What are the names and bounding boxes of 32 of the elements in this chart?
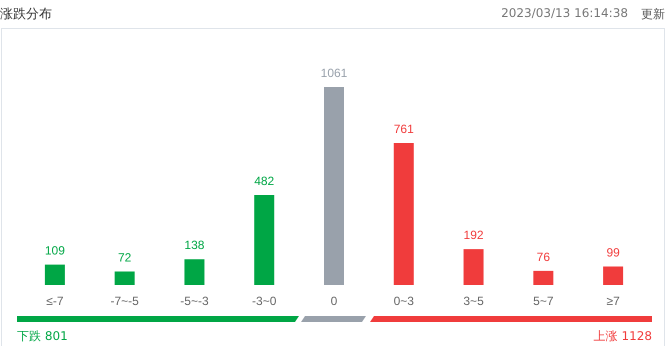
x-tick-label: -5~-3 xyxy=(180,294,209,308)
data-label: 76 xyxy=(536,250,550,264)
x-tick-label: 5~7 xyxy=(533,294,554,308)
chart-title: 涨跌分布 xyxy=(0,6,52,23)
data-label: 138 xyxy=(184,238,205,252)
bar xyxy=(114,272,135,285)
x-tick-label: 0~3 xyxy=(394,294,414,308)
x-tick-label: 0 xyxy=(330,294,338,308)
bar xyxy=(254,195,274,285)
x-tick-label: -7~-5 xyxy=(110,294,140,308)
data-label: 1061 xyxy=(320,66,348,80)
data-label: 109 xyxy=(44,244,66,258)
data-label: 761 xyxy=(394,122,414,136)
bar xyxy=(603,266,624,285)
data-label: 99 xyxy=(606,246,620,260)
x-tick-label: ≥7 xyxy=(606,294,620,308)
x-tick-label: 3~5 xyxy=(463,294,484,308)
text: 2023/03/13 16:14:38 xyxy=(501,6,628,20)
data-label: 482 xyxy=(254,174,275,188)
bar xyxy=(533,270,554,285)
bar xyxy=(44,264,65,285)
bar xyxy=(184,259,204,285)
data-label: 72 xyxy=(118,250,132,265)
bar xyxy=(394,142,414,285)
text: 更新 xyxy=(641,6,665,23)
text: 上涨 1128 xyxy=(594,328,652,345)
x-tick-label: -3~0 xyxy=(252,294,277,308)
x-tick-label: ≤-7 xyxy=(46,294,64,308)
data-label: 192 xyxy=(464,228,484,242)
text: 下跌 801 xyxy=(17,328,68,345)
bar xyxy=(464,249,484,285)
bar xyxy=(324,86,344,285)
